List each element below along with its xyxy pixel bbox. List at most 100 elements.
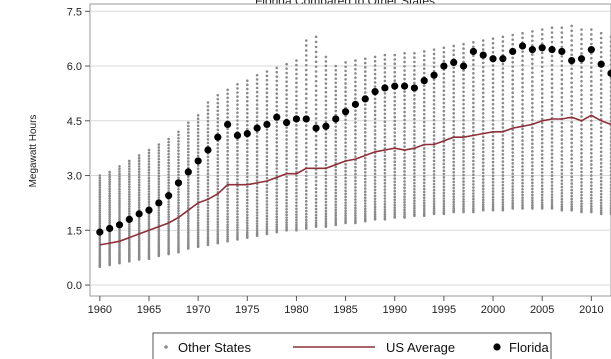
point-other-states — [324, 69, 328, 72]
point-other-states — [540, 78, 544, 82]
point-other-states — [373, 197, 377, 201]
point-other-states — [118, 177, 121, 181]
point-other-states — [442, 144, 446, 148]
point-other-states — [501, 145, 505, 149]
point-florida — [194, 157, 202, 165]
point-other-states — [236, 212, 239, 216]
point-other-states — [285, 149, 288, 153]
point-other-states — [531, 142, 534, 146]
point-other-states — [580, 131, 583, 135]
point-other-states — [521, 201, 524, 205]
point-other-states — [540, 196, 544, 199]
point-other-states — [373, 205, 377, 209]
point-other-states — [98, 200, 102, 203]
point-other-states — [137, 165, 141, 168]
point-other-states — [206, 172, 210, 176]
point-other-states — [599, 169, 603, 172]
point-other-states — [432, 137, 436, 141]
point-other-states — [255, 150, 259, 154]
point-other-states — [540, 69, 544, 73]
point-other-states — [206, 162, 210, 165]
point-other-states — [442, 101, 446, 105]
point-other-states — [196, 231, 200, 234]
point-other-states — [442, 194, 446, 198]
point-other-states — [147, 174, 151, 177]
point-other-states — [118, 185, 121, 188]
point-other-states — [570, 205, 573, 208]
point-other-states — [501, 207, 505, 211]
point-other-states — [177, 155, 180, 159]
point-other-states — [147, 182, 151, 185]
point-other-states — [403, 195, 406, 199]
point-other-states — [137, 245, 141, 248]
point-other-states — [216, 232, 220, 236]
point-other-states — [481, 193, 485, 196]
point-other-states — [590, 174, 593, 177]
point-other-states — [511, 116, 514, 119]
point-other-states — [245, 224, 249, 227]
point-other-states — [481, 103, 485, 107]
point-other-states — [560, 168, 564, 172]
point-other-states — [501, 153, 505, 156]
point-other-states — [285, 218, 288, 222]
x-tick-label: 2005 — [530, 304, 554, 316]
point-other-states — [599, 105, 603, 108]
point-other-states — [245, 189, 249, 192]
point-other-states — [98, 211, 102, 214]
point-other-states — [570, 43, 573, 47]
point-other-states — [403, 137, 406, 141]
point-other-states — [422, 171, 426, 175]
point-other-states — [413, 162, 416, 165]
point-other-states — [128, 207, 131, 211]
point-other-states — [570, 168, 573, 171]
point-other-states — [462, 90, 465, 94]
point-other-states — [521, 139, 524, 142]
point-other-states — [599, 78, 603, 82]
point-other-states — [137, 237, 141, 240]
point-other-states — [177, 204, 180, 207]
point-other-states — [462, 203, 465, 206]
point-other-states — [393, 107, 397, 111]
point-other-states — [481, 187, 485, 191]
point-other-states — [167, 218, 170, 221]
point-other-states — [344, 169, 347, 173]
point-other-states — [275, 100, 279, 104]
x-axis: 1960 1965 1970 1975 1980 1985 1990 1995 2000 2005… — [88, 296, 604, 316]
point-other-states — [255, 208, 259, 211]
point-other-states — [275, 109, 279, 112]
point-other-states — [177, 146, 180, 149]
point-other-states — [344, 155, 347, 159]
point-other-states — [216, 238, 220, 242]
point-other-states — [580, 79, 583, 83]
point-other-states — [314, 75, 318, 78]
point-other-states — [255, 192, 259, 196]
point-other-states — [314, 139, 318, 142]
point-other-states — [363, 204, 367, 208]
point-other-states — [501, 110, 505, 113]
point-other-states — [314, 94, 318, 97]
point-other-states — [324, 222, 328, 225]
point-other-states — [265, 143, 269, 147]
point-other-states — [275, 218, 279, 221]
point-other-states — [128, 205, 131, 208]
point-other-states — [560, 175, 564, 179]
point-other-states — [590, 70, 593, 74]
point-other-states — [236, 138, 239, 142]
point-other-states — [570, 171, 573, 175]
point-other-states — [334, 144, 338, 147]
point-other-states — [462, 86, 465, 89]
point-other-states — [314, 160, 318, 163]
point-other-states — [472, 58, 475, 62]
point-other-states — [344, 220, 347, 223]
point-other-states — [236, 203, 239, 207]
point-other-states — [216, 220, 220, 224]
point-other-states — [472, 163, 475, 166]
point-other-states — [344, 98, 347, 102]
point-other-states — [167, 231, 170, 235]
point-other-states — [304, 200, 308, 203]
point-other-states — [275, 181, 279, 184]
point-other-states — [580, 209, 583, 212]
point-other-states — [422, 213, 426, 216]
point-other-states — [167, 146, 170, 150]
point-other-states — [363, 134, 367, 138]
